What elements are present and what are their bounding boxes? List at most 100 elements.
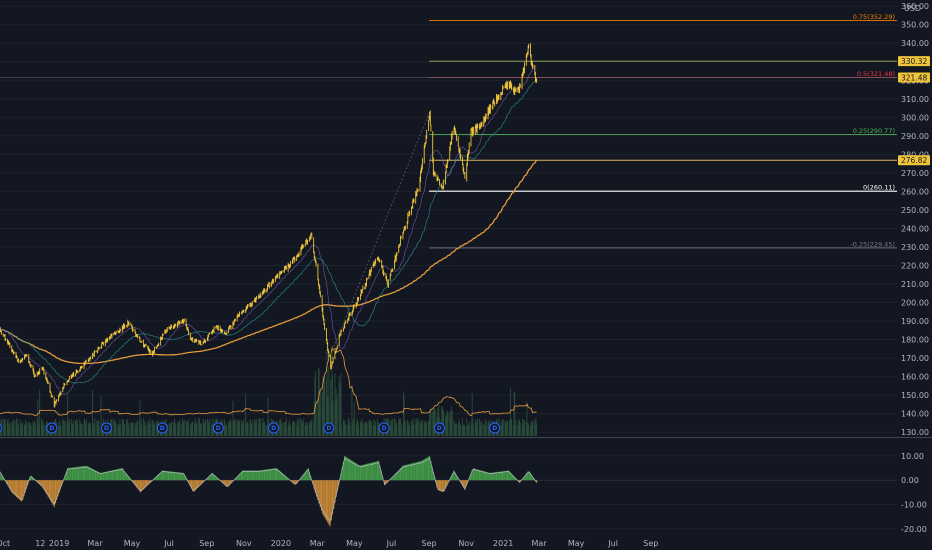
oscillator-bar (159, 472, 161, 481)
volume-bar (119, 420, 121, 436)
volume-bar (122, 420, 124, 436)
oscillator-bar (461, 480, 464, 486)
volume-bar (319, 389, 321, 436)
oscillator-bar (24, 480, 26, 493)
oscillator-bar (385, 480, 387, 484)
volume-bar (279, 420, 281, 436)
volume-bar (330, 401, 332, 436)
volume-bar (192, 422, 194, 436)
volume-bar (304, 424, 306, 436)
volume-bar (404, 421, 406, 436)
oscillator-bar (127, 476, 129, 481)
oscillator-bar (335, 480, 337, 497)
oscillator-bar (268, 469, 270, 481)
volume-bar (519, 422, 521, 436)
time-tick-label: Mar (531, 539, 547, 548)
volume-bar (63, 420, 65, 436)
volume-bar (97, 419, 99, 436)
volume-bar (5, 424, 7, 436)
oscillator-bar (378, 460, 380, 481)
volume-bar (121, 418, 123, 436)
oscillator-bar (409, 463, 411, 481)
price-tick-label: 230.00 (901, 243, 929, 252)
oscillator-bar (327, 480, 329, 523)
price-tick-label: 210.00 (901, 280, 929, 289)
volume-bar (453, 420, 455, 436)
volume-bar (280, 419, 282, 436)
price-tag-label: 276.82 (901, 156, 927, 165)
volume-bar (194, 418, 196, 436)
oscillator-bar (494, 472, 496, 481)
price-tick-label: 280.00 (901, 150, 929, 159)
oscillator-bar (92, 469, 94, 481)
oscillator-bar (79, 466, 81, 481)
volume-bar (279, 419, 281, 436)
oscillator-bar (488, 472, 490, 481)
volume-bar (138, 421, 140, 436)
oscillator-bar (258, 470, 261, 481)
price-tick-label: 160.00 (901, 373, 929, 382)
time-tick-label: Sep (643, 539, 658, 548)
volume-bar (76, 419, 78, 436)
volume-bar (3, 419, 5, 436)
oscillator-bar (7, 480, 9, 486)
oscillator-bar (293, 480, 295, 484)
oscillator-bar (239, 473, 241, 481)
volume-bar (93, 422, 95, 436)
oscillator-bar (348, 459, 351, 481)
volume-bar (315, 399, 317, 436)
volume-bar (232, 421, 234, 436)
time-axis[interactable]: Oct 12 2019 Mar May Jul Sep Nov 2020 Mar May Jul Sep… (0, 539, 658, 548)
volume-bar (16, 418, 18, 436)
volume-bar (149, 423, 151, 436)
volume-bar (93, 424, 95, 436)
volume-bar (3, 422, 5, 436)
oscillator-bar (156, 475, 159, 481)
oscillator-bar (81, 466, 83, 481)
price-tick-label: 350.00 (901, 21, 929, 30)
volume-bar (522, 418, 524, 436)
price-tick-label: 190.00 (901, 317, 929, 326)
oscillator-axis[interactable]: 10.00 0.00 -10.00 -20.00 (901, 452, 927, 534)
oscillator-bar (197, 480, 199, 488)
oscillator-bar (237, 475, 239, 481)
oscillator-bar (305, 471, 307, 481)
volume-bar (300, 418, 302, 436)
volume-bar (83, 420, 85, 436)
volume-bar (433, 408, 435, 436)
oscillator-bar (80, 466, 82, 481)
time-tick-label: 2020 (271, 539, 291, 548)
dividend-markers[interactable]: DDDDDDDDDD (0, 422, 501, 434)
volume-bar (141, 424, 143, 436)
volume-bar (187, 420, 189, 436)
volume-bar (92, 425, 94, 436)
oscillator-bar (183, 474, 185, 481)
oscillator-bar (367, 463, 369, 481)
volume-bar (402, 425, 404, 436)
volume-bar (339, 387, 341, 436)
volume-bar (190, 422, 192, 436)
volume-bar (168, 423, 170, 436)
oscillator-bar (39, 480, 41, 485)
dividend-marker-label: D (271, 425, 276, 432)
volume-bar (25, 419, 27, 436)
oscillator-bar (260, 470, 262, 481)
oscillator-bar (257, 470, 259, 481)
volume-bar (195, 423, 197, 436)
oscillator-bar (121, 468, 123, 481)
fibonacci-retracement[interactable]: 0.75(352.29) 0.5(321.48) 0.25(290.77) 0(260… (0, 13, 897, 355)
oscillator-bar (310, 476, 312, 481)
dividend-marker (156, 422, 168, 434)
price-series (0, 43, 538, 408)
volume-bar (68, 418, 70, 436)
volume-bar (243, 419, 245, 436)
oscillator-bar (69, 467, 71, 481)
oscillator-bar (240, 471, 242, 481)
oscillator-bar (319, 480, 321, 508)
oscillator-bar (231, 480, 233, 483)
oscillator-bar (227, 480, 229, 487)
volume-bar (373, 418, 375, 436)
oscillator-signal-line (0, 457, 537, 523)
oscillator-bar (396, 472, 398, 481)
volume-bar (526, 401, 528, 436)
